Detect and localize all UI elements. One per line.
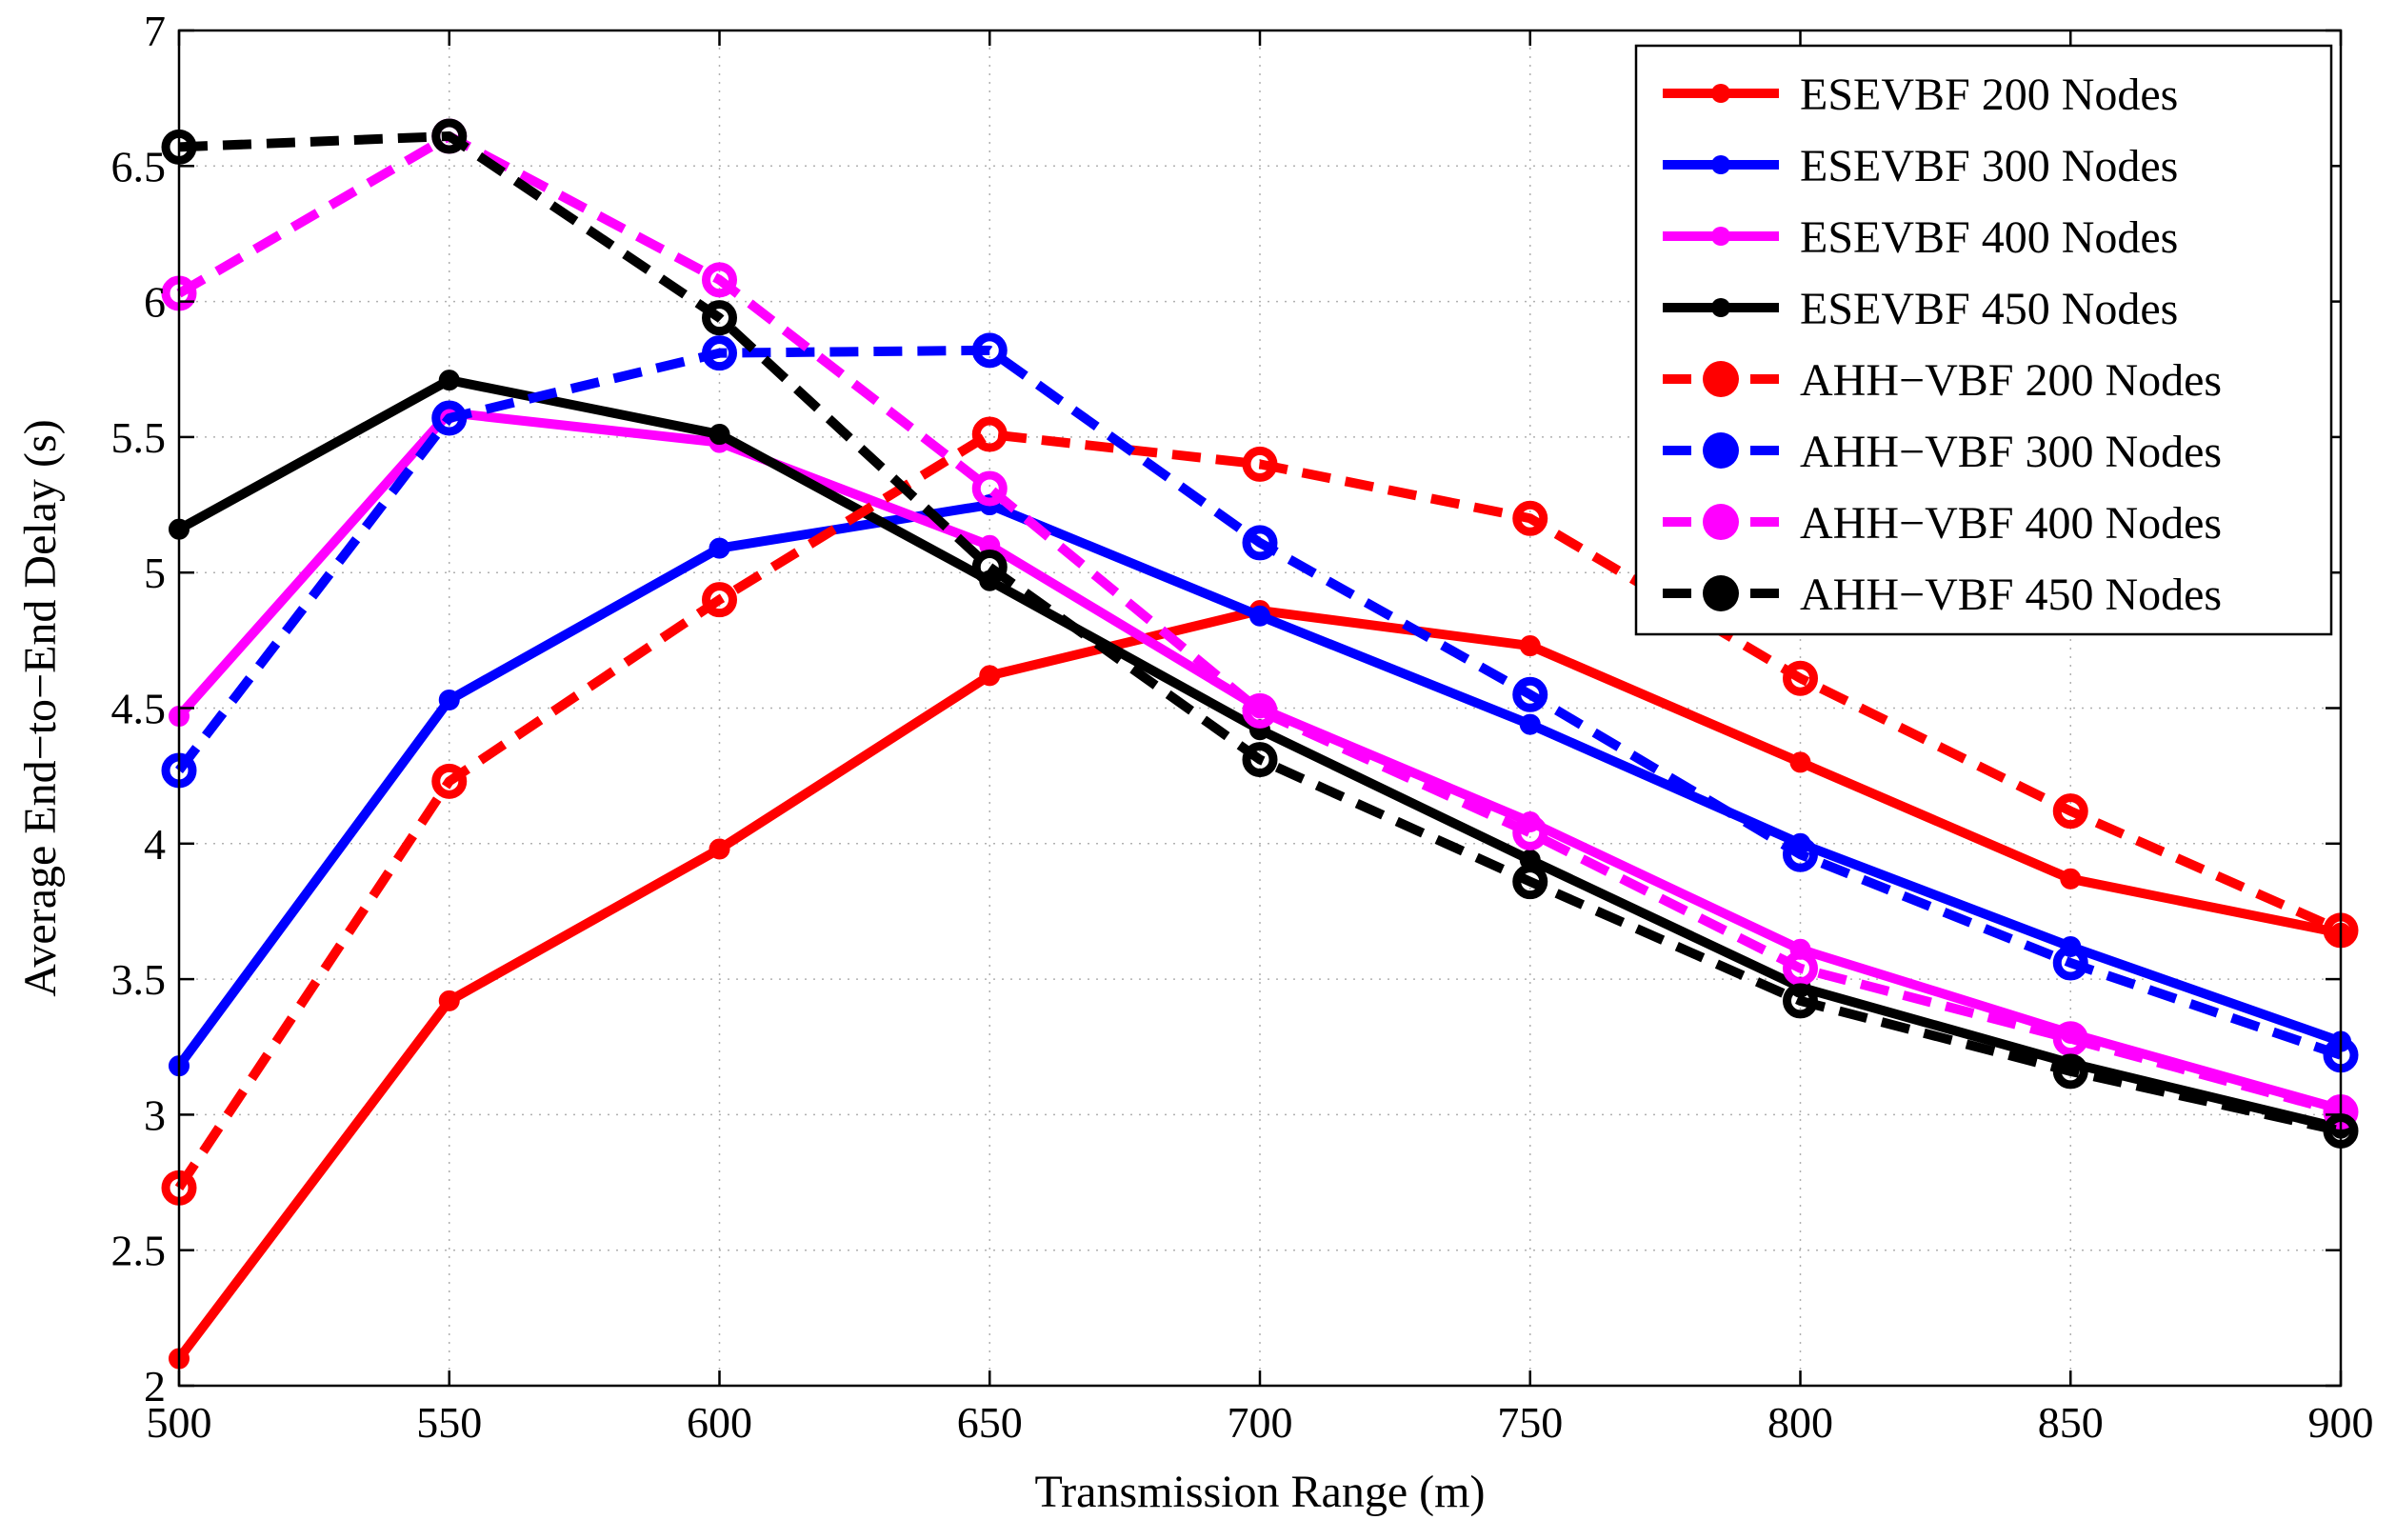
data-point — [431, 400, 468, 436]
data-point — [1512, 676, 1548, 712]
data-point — [2052, 1021, 2088, 1057]
data-point — [709, 424, 730, 446]
legend-item-esevbf-400: ESEVBF 400 Nodes — [1663, 212, 2178, 263]
legend-label: ESEVBF 400 Nodes — [1800, 212, 2178, 263]
legend-label: AHH−VBF 450 Nodes — [1800, 570, 2222, 620]
data-point — [431, 763, 468, 799]
data-point — [971, 332, 1008, 369]
legend-box — [1634, 44, 2333, 636]
legend-label: AHH−VBF 300 Nodes — [1800, 427, 2222, 477]
x-tick-label: 800 — [1767, 1398, 1833, 1447]
y-axis-label: Average End−to−End Delay (s) — [15, 419, 66, 996]
x-tick-label: 500 — [147, 1398, 212, 1447]
y-tick-label: 2 — [144, 1362, 166, 1410]
legend-item-esevbf-450: ESEVBF 450 Nodes — [1663, 284, 2178, 334]
series-line-ahh-vbf-450 — [178, 130, 2343, 1136]
data-point — [1519, 635, 1541, 657]
data-point — [1242, 742, 1278, 778]
y-tick-label: 4 — [144, 820, 166, 869]
data-point — [438, 990, 460, 1011]
legend-marker — [1703, 432, 1739, 469]
data-point — [702, 262, 737, 298]
y-tick-label: 5.5 — [111, 413, 167, 462]
x-tick-label: 550 — [416, 1398, 482, 1447]
legend-label: AHH−VBF 200 Nodes — [1800, 355, 2222, 406]
legend-item-ahh-vbf-400: AHH−VBF 400 Nodes — [1663, 498, 2222, 549]
data-point — [1512, 500, 1548, 536]
x-tick-label: 900 — [2308, 1398, 2374, 1447]
x-tick-label: 650 — [957, 1398, 1023, 1447]
data-point — [702, 300, 737, 336]
x-tick-label: 750 — [1497, 1398, 1563, 1447]
legend-marker — [1711, 298, 1730, 317]
data-point — [709, 838, 730, 860]
data-point — [2052, 793, 2088, 830]
x-tick-label: 700 — [1228, 1398, 1293, 1447]
data-point — [971, 416, 1008, 452]
data-point — [1242, 446, 1278, 482]
legend-item-ahh-vbf-450: AHH−VBF 450 Nodes — [1663, 570, 2222, 620]
data-point — [979, 665, 1001, 687]
data-point — [709, 537, 730, 559]
y-tick-label: 3 — [144, 1090, 166, 1139]
y-tick-label: 6 — [144, 278, 166, 327]
data-point — [971, 470, 1008, 507]
y-tick-label: 6.5 — [111, 142, 167, 190]
data-point — [438, 689, 460, 710]
y-tick-label: 2.5 — [111, 1227, 167, 1275]
y-tick-label: 5 — [144, 549, 166, 597]
data-point — [1783, 660, 1818, 696]
legend-marker — [1703, 504, 1739, 540]
axis-ticks: 500 550 600 650 700 750 800 850 900 2 2.5 3 3.5 4 4.5 5… — [111, 7, 2374, 1447]
series-line-ahh-vbf-200 — [174, 430, 2344, 1191]
legend-item-ahh-vbf-200: AHH−VBF 200 Nodes — [1663, 355, 2222, 406]
data-point — [1512, 814, 1548, 850]
series-line-ahh-vbf-400 — [176, 130, 2343, 1117]
data-point — [971, 550, 1008, 586]
legend-item-esevbf-300: ESEVBF 300 Nodes — [1663, 141, 2178, 191]
y-tick-label: 4.5 — [111, 685, 167, 733]
legend-item-ahh-vbf-300: AHH−VBF 300 Nodes — [1663, 427, 2222, 477]
data-point — [1789, 751, 1811, 773]
x-axis-label: Transmission Range (m) — [1035, 1467, 1486, 1517]
legend-marker — [1711, 84, 1730, 103]
legend-label: ESEVBF 450 Nodes — [1800, 284, 2178, 334]
series-ahh-vbf-200 — [161, 416, 2359, 1206]
data-point — [702, 335, 737, 371]
data-point — [2052, 1053, 2088, 1090]
series-line-ahh-vbf-300 — [175, 345, 2343, 1060]
legend-item-esevbf-200: ESEVBF 200 Nodes — [1663, 70, 2178, 120]
data-point — [2052, 945, 2088, 981]
data-point — [1783, 836, 1818, 872]
data-point — [438, 370, 460, 391]
y-tick-label: 7 — [144, 7, 166, 55]
legend-label: ESEVBF 300 Nodes — [1800, 141, 2178, 191]
legend-marker — [1711, 155, 1730, 174]
data-point — [1249, 605, 1270, 627]
legend-marker — [1703, 361, 1739, 397]
x-tick-label: 850 — [2038, 1398, 2104, 1447]
data-point — [1783, 950, 1818, 987]
legend: ESEVBF 200 Nodes ESEVBF 300 Nodes ESEVBF 4… — [1634, 44, 2333, 636]
data-point — [1242, 525, 1278, 561]
data-point — [1512, 864, 1548, 900]
data-point — [2060, 868, 2082, 890]
legend-label: ESEVBF 200 Nodes — [1800, 70, 2178, 120]
data-point — [1519, 713, 1541, 735]
data-point — [1242, 692, 1278, 729]
x-tick-label: 600 — [687, 1398, 752, 1447]
legend-label: AHH−VBF 400 Nodes — [1800, 498, 2222, 549]
legend-marker — [1711, 227, 1730, 246]
data-point — [1783, 983, 1818, 1019]
legend-marker — [1703, 575, 1739, 611]
y-tick-label: 3.5 — [111, 955, 167, 1004]
data-point — [431, 118, 468, 154]
data-point — [702, 582, 737, 618]
